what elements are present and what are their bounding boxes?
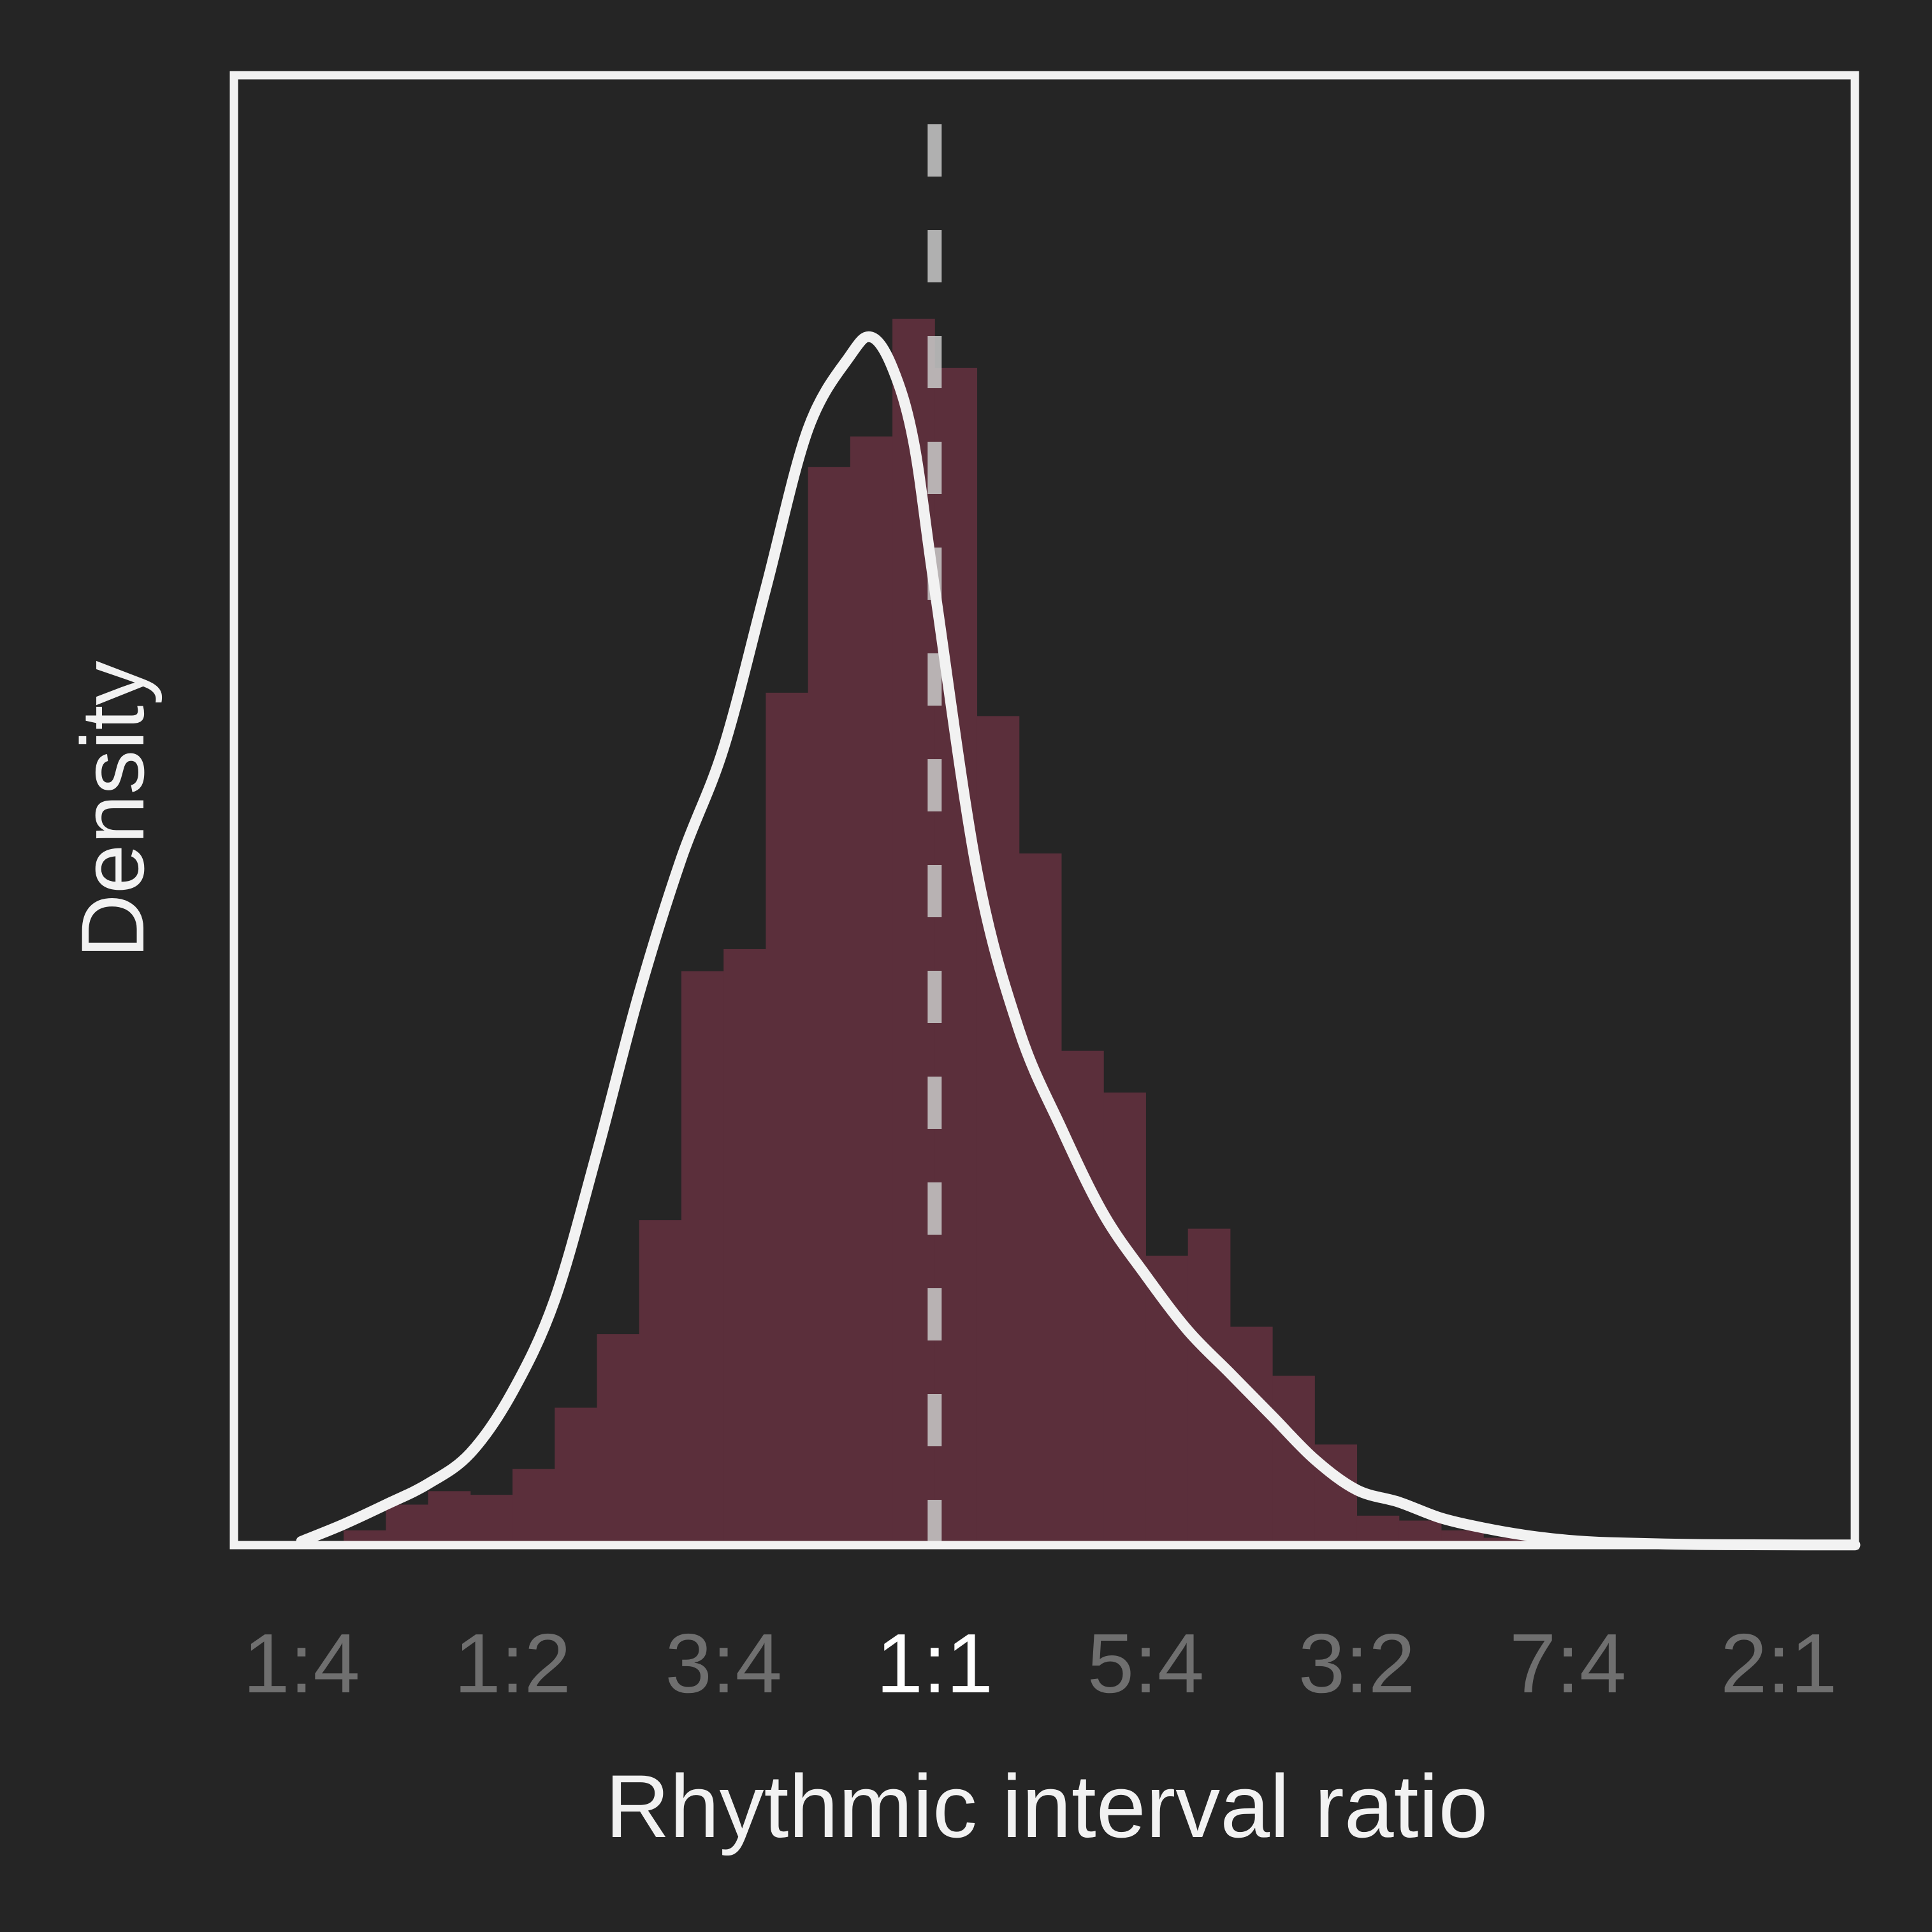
histogram-bar bbox=[1061, 1050, 1104, 1545]
histogram-bar bbox=[977, 716, 1020, 1545]
histogram-bar bbox=[892, 319, 935, 1545]
x-tick-labels: 1:4 1:2 3:4 1:1 5:4 3:2 7:4 2:1 bbox=[243, 1616, 1837, 1710]
histogram-bar bbox=[1356, 1515, 1400, 1545]
histogram-bar bbox=[681, 971, 724, 1545]
histogram-bar bbox=[639, 1220, 682, 1545]
x-tick-label: 7:4 bbox=[1509, 1616, 1627, 1710]
histogram-bar bbox=[428, 1491, 471, 1545]
histogram-bar bbox=[470, 1495, 513, 1545]
histogram-bar bbox=[1230, 1326, 1273, 1545]
x-tick-label: 1:4 bbox=[243, 1616, 360, 1710]
x-tick-label: 3:4 bbox=[665, 1616, 782, 1710]
histogram-bar bbox=[723, 948, 766, 1545]
y-axis-label: Density bbox=[62, 661, 163, 959]
kde-curve bbox=[296, 331, 1861, 1551]
histogram-bar bbox=[766, 692, 809, 1545]
x-axis-label: Rhythmic interval ratio bbox=[606, 1756, 1488, 1856]
plot-frame bbox=[229, 71, 1859, 1550]
histogram-bar bbox=[555, 1407, 598, 1545]
histogram-bar bbox=[512, 1469, 555, 1545]
x-tick-label: 3:2 bbox=[1298, 1616, 1416, 1710]
histogram-bar bbox=[1019, 853, 1062, 1545]
histogram-bar bbox=[934, 367, 978, 1546]
x-tick-label: 1:1 bbox=[876, 1616, 994, 1710]
x-tick-label: 5:4 bbox=[1087, 1616, 1205, 1710]
histogram-bar bbox=[1103, 1093, 1146, 1545]
histogram-bar bbox=[808, 467, 851, 1546]
histogram-bar bbox=[597, 1334, 640, 1545]
histogram-bar bbox=[386, 1504, 429, 1545]
histogram-bar bbox=[850, 436, 893, 1545]
x-tick-label: 2:1 bbox=[1720, 1616, 1838, 1710]
histogram-bar bbox=[1188, 1228, 1231, 1545]
kde-curve-group bbox=[296, 331, 1861, 1551]
x-tick-label: 1:2 bbox=[454, 1616, 571, 1710]
histogram-bar bbox=[1272, 1376, 1315, 1545]
